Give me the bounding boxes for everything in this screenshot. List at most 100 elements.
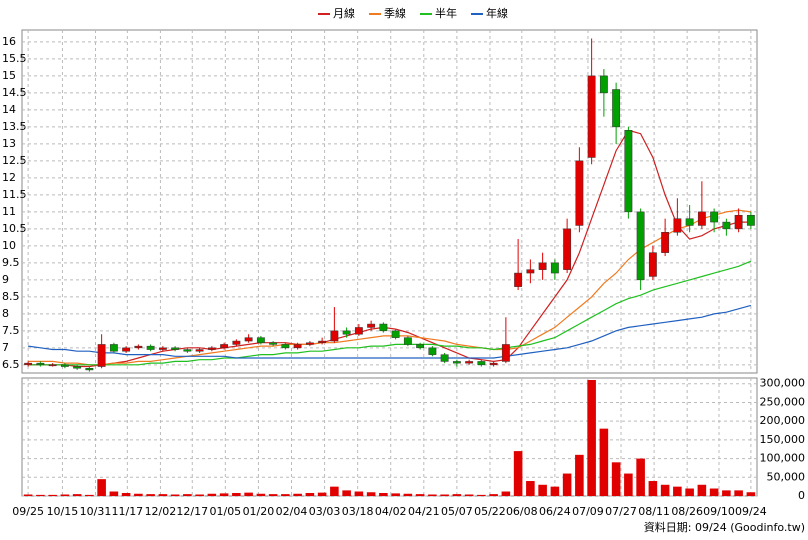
candle-body bbox=[428, 347, 437, 355]
candle-body bbox=[293, 344, 302, 349]
volume-bar bbox=[244, 492, 253, 496]
candle-body bbox=[183, 349, 192, 352]
y-tick-label: 10.5 bbox=[2, 222, 27, 235]
volume-bar bbox=[342, 490, 351, 496]
x-tick-label: 07/27 bbox=[605, 505, 637, 518]
candle-body bbox=[146, 345, 155, 350]
candle-body bbox=[673, 218, 682, 233]
candle-body bbox=[734, 215, 743, 230]
x-tick-label: 08/11 bbox=[638, 505, 670, 518]
volume-bar bbox=[85, 494, 94, 496]
volume-bar bbox=[330, 486, 339, 496]
y-tick-label: 16 bbox=[2, 35, 16, 48]
x-tick-label: 05/07 bbox=[441, 505, 473, 518]
candle-body bbox=[281, 344, 290, 349]
y-tick-label: 9 bbox=[2, 273, 9, 286]
volume-bar bbox=[121, 493, 131, 496]
volume-bar bbox=[746, 492, 756, 496]
volume-bar bbox=[305, 493, 315, 496]
x-tick-label: 02/04 bbox=[276, 505, 308, 518]
volume-bar bbox=[440, 494, 449, 496]
x-tick-label: 08/26 bbox=[671, 505, 703, 518]
volume-bar bbox=[207, 493, 217, 496]
candle-body bbox=[97, 344, 106, 367]
y-tick-label: 8 bbox=[2, 307, 9, 320]
candle-body bbox=[73, 366, 82, 369]
volume-bar bbox=[97, 479, 106, 496]
candle-body bbox=[244, 337, 253, 342]
price-frame bbox=[21, 29, 758, 374]
x-tick-label: 01/20 bbox=[243, 505, 275, 518]
y-tick-label: 14 bbox=[2, 103, 16, 116]
volume-bar bbox=[366, 492, 376, 496]
volume-bar bbox=[648, 481, 658, 496]
volume-bar bbox=[636, 458, 645, 496]
volume-bar bbox=[60, 494, 70, 496]
volume-bar bbox=[109, 491, 119, 496]
candle-body bbox=[318, 340, 327, 343]
y-tick-label: 6.5 bbox=[2, 358, 20, 371]
volume-bar bbox=[219, 493, 229, 496]
candle-body bbox=[648, 252, 657, 277]
candle-body bbox=[256, 337, 265, 343]
y2-tick-label: 150,000 bbox=[760, 433, 806, 446]
y-tick-label: 15 bbox=[2, 69, 16, 82]
x-tick-label: 06/24 bbox=[539, 505, 571, 518]
volume-bar bbox=[550, 486, 560, 496]
candle-body bbox=[342, 330, 351, 335]
volume-bar bbox=[660, 484, 670, 496]
volume-bar bbox=[72, 494, 82, 496]
y-tick-label: 12 bbox=[2, 171, 16, 184]
candle-body bbox=[440, 354, 449, 362]
y-tick-label: 14.5 bbox=[2, 86, 27, 99]
y-tick-label: 11.5 bbox=[2, 188, 27, 201]
legend-label: 半年 bbox=[435, 6, 457, 20]
volume-bar bbox=[158, 494, 168, 496]
volume-bar bbox=[415, 494, 425, 496]
volume-bar bbox=[685, 488, 694, 496]
candle-body bbox=[465, 361, 474, 364]
candle-body bbox=[158, 347, 167, 350]
volume-bar bbox=[195, 494, 204, 496]
y2-tick-label: 300,000 bbox=[760, 377, 806, 390]
footer: 資料日期: 09/24 (Goodinfo.tw) bbox=[644, 520, 805, 534]
volume-bar bbox=[673, 486, 682, 496]
candle-body bbox=[207, 347, 216, 350]
candle-body bbox=[24, 362, 33, 366]
candle-body bbox=[48, 364, 57, 367]
candle-body bbox=[612, 89, 621, 128]
volume-bar bbox=[23, 494, 33, 496]
legend-label: 月線 bbox=[333, 6, 355, 20]
volume-bar bbox=[428, 494, 437, 496]
x-tick-label: 09/24 bbox=[735, 505, 767, 518]
candle-body bbox=[195, 349, 204, 352]
y-tick-label: 13.5 bbox=[2, 120, 27, 133]
candle-body bbox=[587, 75, 596, 158]
volume-bar bbox=[403, 493, 413, 496]
volume-bar bbox=[734, 490, 743, 496]
volume-bar bbox=[697, 484, 707, 496]
volume-bar bbox=[587, 380, 596, 496]
candle-body bbox=[538, 262, 547, 270]
volume-bar bbox=[562, 473, 572, 496]
candle-body bbox=[403, 337, 412, 345]
volume-bar bbox=[624, 473, 633, 496]
candle-body bbox=[575, 160, 584, 226]
candle-body bbox=[85, 367, 94, 371]
y-tick-label: 8.5 bbox=[2, 290, 20, 303]
x-tick-label: 12/17 bbox=[176, 505, 208, 518]
x-tick-label: 01/05 bbox=[209, 505, 241, 518]
y-tick-label: 9.5 bbox=[2, 256, 20, 269]
candle-body bbox=[624, 130, 633, 213]
y-tick-label: 7.5 bbox=[2, 324, 20, 337]
x-tick-label: 09/25 bbox=[12, 505, 44, 518]
volume-bar bbox=[232, 493, 241, 496]
volume-bar bbox=[489, 494, 498, 496]
x-tick-label: 04/02 bbox=[375, 505, 407, 518]
volume-bar bbox=[281, 494, 290, 496]
x-tick-label: 10/31 bbox=[80, 505, 112, 518]
candle-body bbox=[685, 218, 694, 226]
volume-bar bbox=[146, 494, 155, 496]
candle-body bbox=[697, 211, 706, 226]
volume-bar bbox=[134, 493, 143, 496]
